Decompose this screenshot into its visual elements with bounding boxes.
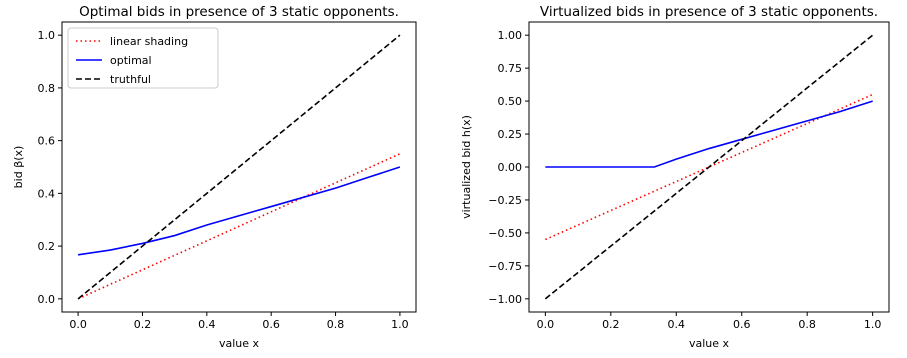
y-tick-label: −0.50 [488, 227, 522, 240]
y-tick-label: 1.0 [38, 29, 56, 42]
x-tick-label: 0.2 [602, 318, 620, 331]
y-tick-label: −0.25 [488, 194, 522, 207]
series-line-truthful [77, 34, 401, 300]
x-tick-label: 0.0 [69, 318, 87, 331]
y-tick-label: 0.2 [38, 240, 56, 253]
legend-entry: truthful [110, 73, 151, 86]
x-tick-label: 0.0 [537, 318, 555, 331]
chart-1: 0.0 0.2 0.4 0.6 0.8 1.0 −1.00 −0.75 −0.50 −0.25 0.… [460, 4, 890, 350]
y-tick-label: −1.00 [488, 293, 522, 306]
x-axis-label: value x [689, 337, 730, 350]
x-tick-label: 0.8 [798, 318, 816, 331]
x-tick-label: 0.2 [134, 318, 152, 331]
y-tick-label: 0.6 [38, 135, 56, 148]
y-tick-label: 0.0 [38, 293, 56, 306]
x-axis-label: value x [219, 337, 260, 350]
x-tick-label: 0.8 [327, 318, 345, 331]
legend-box [67, 27, 219, 89]
y-tick-label: 0.4 [38, 187, 56, 200]
series-line-linear-shading [77, 153, 401, 300]
y-tick-label: 1.00 [498, 29, 523, 42]
chart-title: Virtualized bids in presence of 3 static… [540, 4, 878, 20]
y-tick-label: 0.25 [498, 128, 523, 141]
chart-title: Optimal bids in presence of 3 static opp… [79, 4, 399, 20]
x-tick-label: 0.4 [668, 318, 686, 331]
x-tick-label: 0.6 [733, 318, 751, 331]
chart-0: 0.0 0.2 0.4 0.6 0.8 1.0 0.0 0.2 0.4 0.6 0.8 1.0 Opti… [12, 4, 417, 350]
y-tick-label: 0.00 [498, 161, 523, 174]
y-axis-label: virtualized bid h(x) [460, 115, 473, 219]
x-tick-label: 0.6 [262, 318, 280, 331]
series-line-1 [545, 100, 873, 168]
series-line-0 [545, 93, 873, 241]
y-axis-label: bid β(x) [12, 146, 25, 189]
y-tick-label: 0.8 [38, 82, 56, 95]
legend-entry: linear shading [110, 35, 188, 48]
legend: linear shading optimal truthful [67, 27, 219, 89]
y-tick-label: −0.75 [488, 260, 522, 273]
x-tick-label: 1.0 [864, 318, 882, 331]
plot-frame [61, 21, 417, 313]
y-tick-label: 0.50 [498, 95, 523, 108]
x-tick-label: 1.0 [391, 318, 409, 331]
x-tick-label: 0.4 [198, 318, 216, 331]
legend-entry: optimal [110, 54, 152, 67]
y-tick-label: 0.75 [498, 62, 523, 75]
series-line-2 [544, 34, 874, 300]
series-line-optimal [77, 166, 401, 256]
